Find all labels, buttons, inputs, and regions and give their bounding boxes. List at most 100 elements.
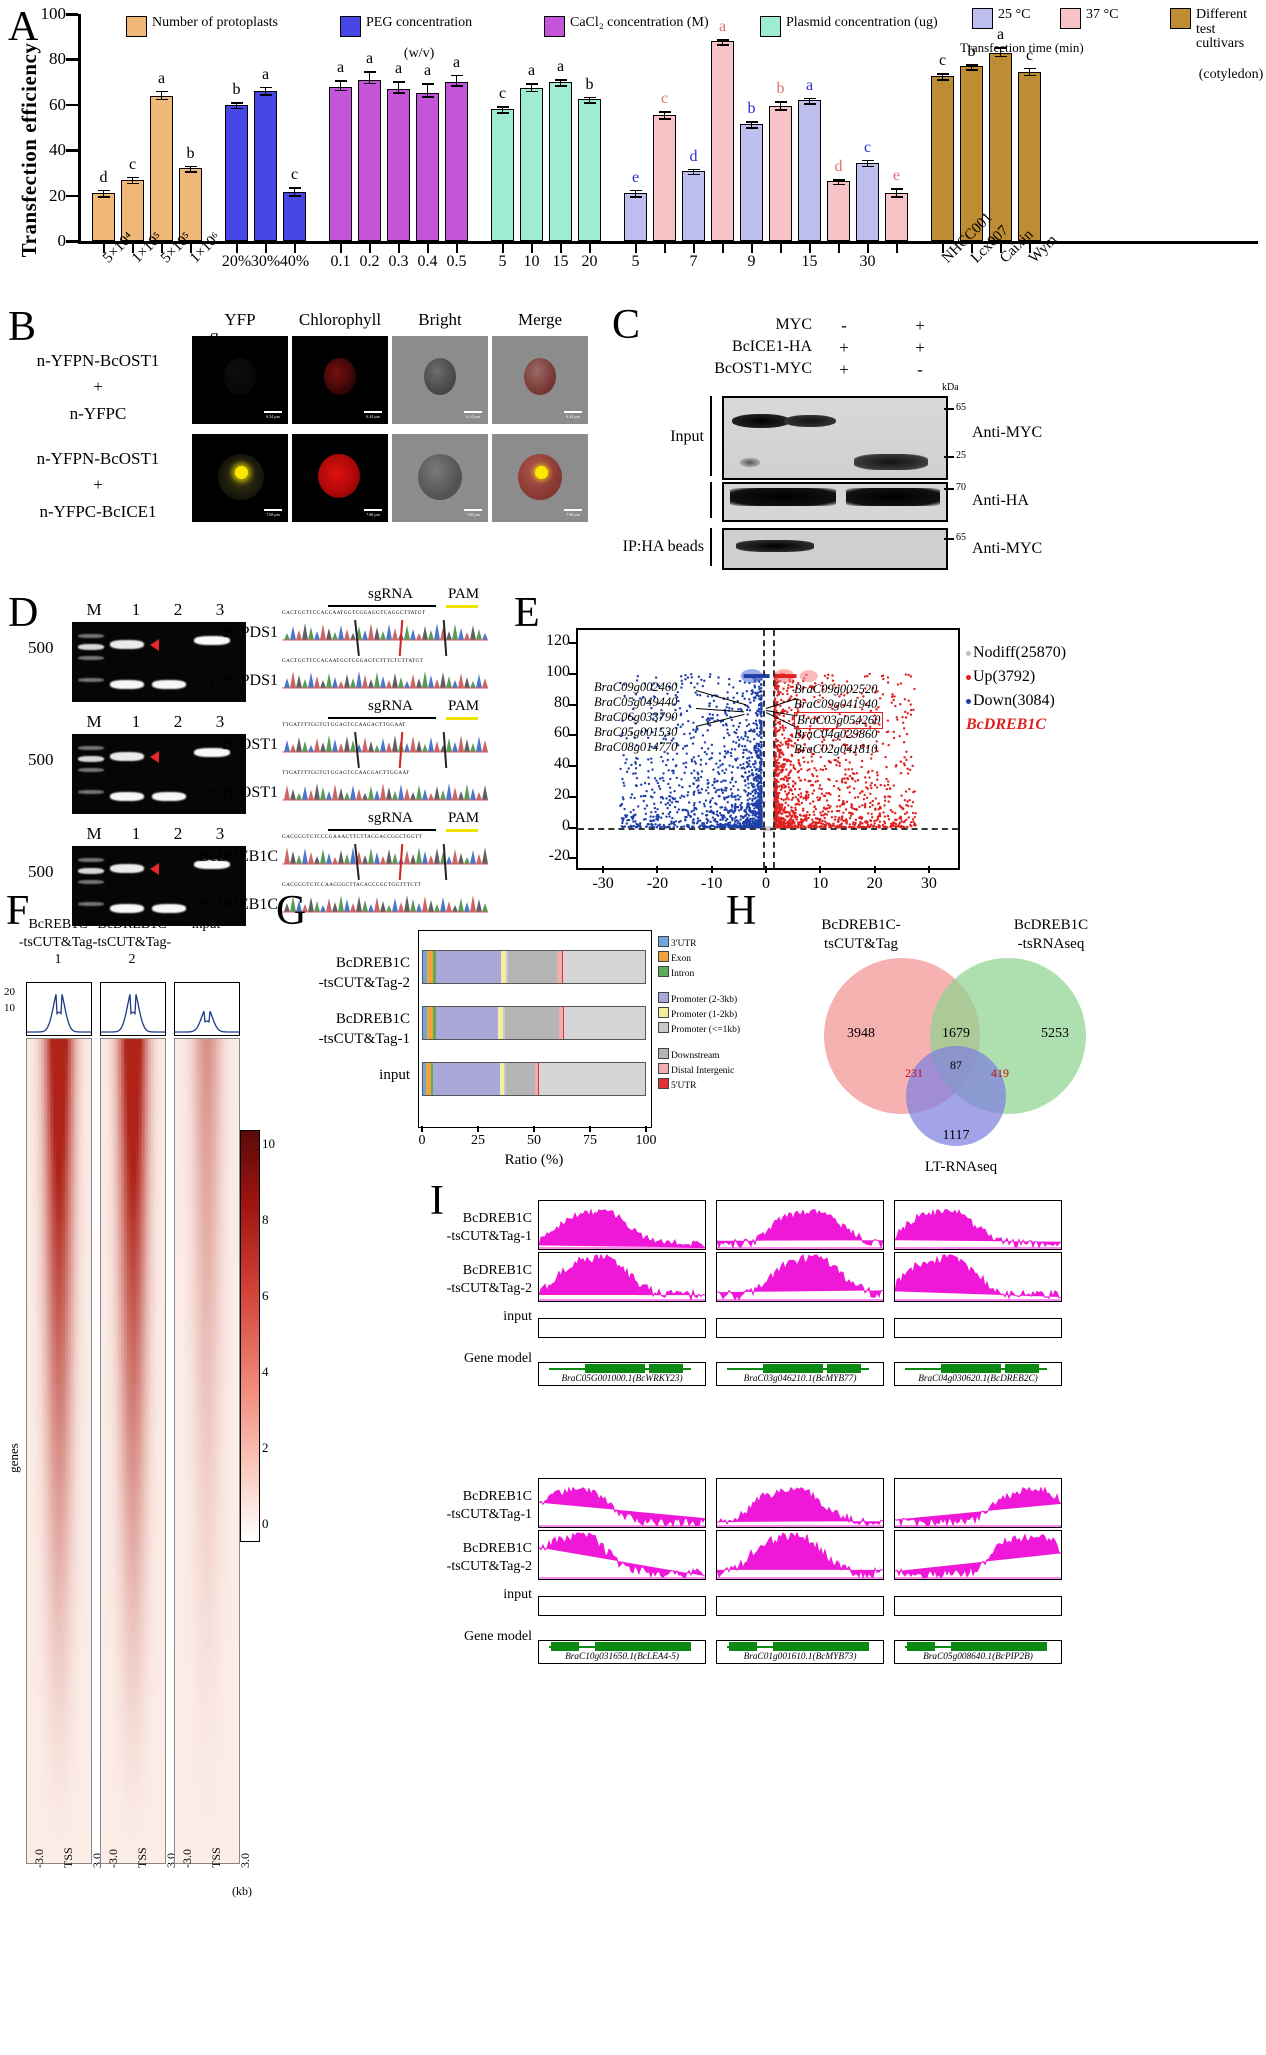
panel-d-lane-label: 3 [215,824,225,843]
panel-i-gene-exon [773,1642,831,1651]
panel-a-errorbar-cap [155,98,168,101]
panel-b-scalebar: 6.34 µm [564,411,582,419]
panel-d-sequence-text: GACGCGTCTCCAACGGCTTACACCCGCTGGTTTCTT [282,882,422,888]
panel-a-xtick [368,244,371,253]
panel-g-bar-segment [436,1007,499,1039]
panel-h-count-a-only: 3948 [847,1026,875,1041]
panel-a-xtick [102,244,105,253]
panel-d-seq-name-mutant: mBcDREB1C [186,896,278,913]
panel-a-sig-letter: a [805,76,814,94]
panel-a-sig-letter: c [128,155,137,173]
panel-e-gene-label-right: BraC09g041940 [794,697,878,711]
panel-b: B YFP fluoresceChlorophyllBrightMergen-Y… [0,296,620,586]
panel-a-errorbar-cap [774,108,787,111]
panel-h-count-c-only: 1117 [942,1128,970,1143]
panel-g-xtick [589,1126,591,1132]
panel-d-size-marker: 500 [28,638,54,657]
panel-a-ytick-label: 0 [57,231,67,250]
panel-f-header-line: -tsCUT&Tag-2 [92,934,172,968]
panel-a-errorbar-cap [259,86,272,89]
panel-g-legend-label: Distal Intergenic [671,1066,735,1076]
panel-e-gene-label-left: BraC05g001530 [594,725,678,739]
panel-i-signal-track [894,1252,1062,1302]
panel-g-row-label-line: -tsCUT&Tag-1 [318,1030,410,1047]
panel-i-row-label: BcDREB1C -tsCUT&Tag-1 [420,1210,532,1246]
panel-a-errorbar-cap [230,102,243,104]
panel-a-legend-item: PEG concentration (w/v) [340,15,472,61]
panel-a-xtick [837,244,840,253]
panel-b-row-label: n-YFPN-BcOST1 + n-YFPC [10,348,186,427]
panel-g-legend-item: Distal Intergenic [658,1063,734,1076]
panel-a-bar [92,193,115,241]
panel-f-xtick-label: -3.0 [180,1849,194,1868]
panel-a-xtick [750,244,753,253]
panel-a-xtick [866,244,869,253]
panel-a-errorbar-cap [126,182,139,185]
panel-i-gene-exon [1005,1364,1039,1373]
panel-b-scalebar: 7.68 µm [564,509,582,517]
panel-e-xtick [602,866,605,873]
panel-a-bar [150,95,173,241]
panel-e-legend-dot [966,674,971,680]
panel-f-xtick-label: 3.0 [238,1853,253,1868]
panel-d-pam-line [446,829,478,832]
panel-b-scalebar-line [464,509,482,511]
panel-a-legend-label: Number of protoplasts [152,15,278,30]
panel-f-letter: F [6,888,30,934]
panel-d-letter: D [8,590,39,636]
panel-g-legend-item: Exon [658,951,691,964]
panel-f-xtick-label: TSS [135,1847,150,1868]
panel-i-row-label-line: BcDREB1C [462,1489,532,1504]
panel-a-sig-letter: e [892,167,901,185]
panel-a-errorbar-cap [583,96,596,99]
panel-d-sgrna-line [328,605,436,607]
panel-a-sig-letter: a [556,57,565,75]
panel-i-gene-name: BraC05g008640.1(BcPIP2B) [923,1652,1033,1662]
panel-a-errorbar [895,188,898,198]
panel-f-column-header: input [164,916,248,934]
panel-a-errorbar [131,176,134,184]
panel-a-ytick [66,194,78,198]
panel-d-red-arrow [150,751,159,763]
panel-c-antibody: Anti-MYC [972,424,1043,441]
panel-i-gene-model: BraC03g046210.1(BcMYB77) [716,1362,884,1386]
panel-d-chromatogram [282,667,488,689]
panel-c-band [846,488,940,506]
panel-g-xtick [533,1126,535,1132]
panel-h-count-bc: 419 [991,1066,1009,1080]
panel-a-bar [520,87,543,241]
panel-d-gel [72,622,246,702]
panel-g-bar-segment [501,951,506,983]
panel-a-xtick [941,244,944,253]
panel-a-sig-letter: b [776,79,785,97]
panel-c-divider [710,528,712,566]
panel-d-lane-label: 2 [173,600,183,619]
panel-a-errorbar-cap [554,85,567,87]
panel-a-errorbar-cap [392,91,405,94]
panel-g-xtick-label: 25 [471,1133,485,1148]
panel-a-bar [254,91,277,241]
panel-a-xtick [426,244,429,253]
panel-g-bar-segment [505,951,509,983]
panel-c: C MYC - + BcICE1-HA + + BcOST1-MYC + - kDa Input 65… [612,296,1266,586]
panel-e-xtick-label: -30 [592,875,614,892]
panel-a-errorbar-cap [97,189,110,192]
panel-e-gene-label-right: BraC09g002520 [794,682,878,696]
panel-a-errorbar [455,74,458,87]
panel-a-ytick-label: 20 [49,185,66,205]
panel-a-sig-letter: b [232,81,241,99]
panel-a-errorbar [160,90,163,100]
panel-h-count-ac: 231 [905,1066,923,1080]
panel-i-gene-name: BraC04g030620.1(BcDREB2C) [918,1374,1038,1384]
panel-d-lane-label: 3 [215,712,225,731]
panel-a-errorbar-cap [890,188,903,190]
panel-a-sig-letter: a [718,18,727,36]
panel-e-xtick-label: 0 [762,875,770,892]
panel-i-gene-exon [585,1364,645,1373]
panel-h-count-ab: 1679 [942,1026,970,1041]
panel-b-micrograph: 6.34 µm [392,336,488,424]
panel-i-gene-exon [817,1642,869,1651]
panel-a-xtick [808,244,811,253]
panel-d-lane-label: M [86,824,102,843]
panel-c-marker: 70 [956,482,966,493]
